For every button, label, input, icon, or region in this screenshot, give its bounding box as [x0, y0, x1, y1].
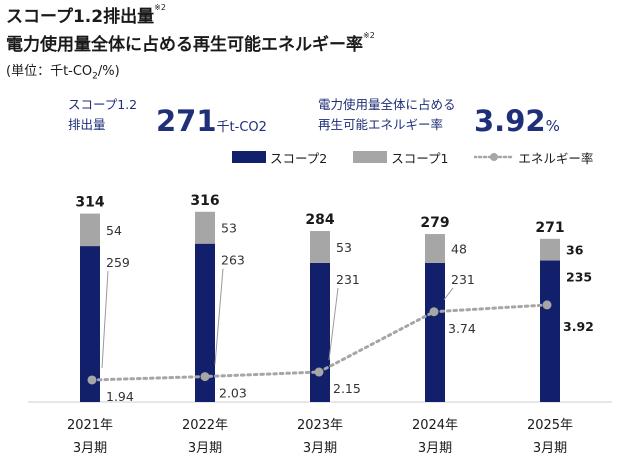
x-tick-label-term-3: 3月期: [418, 441, 452, 456]
x-tick-label-year-2: 2023年: [297, 418, 343, 433]
bar-scope1-2: [310, 231, 330, 263]
x-tick-label-year-0: 2021年: [67, 418, 113, 433]
legend-swatch-renewable: [473, 151, 516, 163]
renewable-label-0: 1.94: [106, 389, 134, 404]
renewable-label-3: 3.74: [448, 321, 476, 336]
renewable-marker-2: [314, 367, 324, 377]
bar-scope1-0: [80, 213, 100, 247]
legend-label-scope1: スコープ1: [391, 150, 449, 166]
bar-scope2-1: [195, 243, 215, 402]
chart-title-emissions: スコープ1.2排出量※2: [6, 3, 166, 27]
bar-scope2-3: [425, 262, 445, 402]
total-label-4: 271: [535, 220, 564, 236]
renewable-marker-4: [542, 300, 552, 310]
bar-scope1-1: [195, 211, 215, 244]
kpi-renewable-label: 電力使用量全体に占める 再生可能エネルギー率: [318, 97, 456, 132]
legend-item-scope1: スコープ1: [353, 148, 448, 167]
renewable-marker-3: [429, 307, 439, 317]
x-tick-label-year-3: 2024年: [412, 418, 458, 433]
legend-swatch-scope1: [353, 151, 388, 163]
bar-scope2-2: [310, 262, 330, 402]
x-tick-label-year-4: 2025年: [527, 418, 573, 433]
scope2-label-0: 259: [106, 255, 130, 270]
scope1-label-4: 36: [566, 243, 584, 258]
scope1-label-1: 53: [221, 221, 237, 236]
scope1-label-0: 54: [106, 223, 122, 238]
kpi-renewable-unit: %: [545, 117, 560, 135]
renewable-marker-1: [200, 372, 210, 382]
legend-swatch-scope2: [232, 151, 266, 163]
scope1-label-2: 53: [336, 240, 352, 255]
legend-item-scope2: スコープ2: [232, 148, 327, 167]
chart-title-renewable: 電力使用量全体に占める再生可能エネルギー率※2: [6, 31, 375, 55]
x-tick-label-term-1: 3月期: [188, 441, 222, 456]
leader-line-2: [328, 287, 339, 361]
chart-legend: スコープ2 スコープ1 エネルギー率: [232, 148, 619, 166]
bar-scope2-0: [80, 246, 100, 402]
bar-scope1-3: [425, 234, 445, 263]
leader-line-0: [101, 271, 109, 369]
scope2-label-2: 231: [336, 272, 360, 287]
kpi-emission-value: 271千t-CO2: [156, 104, 267, 138]
x-tick-label-term-4: 3月期: [533, 441, 567, 456]
legend-item-renewable: エネルギー率: [473, 148, 594, 167]
kpi-renewable-value: 3.92%: [474, 104, 560, 138]
leader-line-3: [443, 287, 454, 301]
scope2-label-3: 231: [451, 272, 475, 287]
kpi-emission-unit: 千t-CO2: [216, 120, 267, 135]
leader-line-1: [214, 268, 224, 365]
renewable-label-1: 2.03: [219, 386, 247, 401]
x-tick-label-term-2: 3月期: [303, 441, 337, 456]
scope1-label-3: 48: [451, 241, 467, 256]
x-tick-label-term-0: 3月期: [73, 441, 107, 456]
bar-scope1-4: [540, 238, 560, 261]
x-tick-label-year-1: 2022年: [182, 418, 228, 433]
legend-label-renewable: エネルギー率: [518, 150, 594, 166]
total-label-3: 279: [420, 215, 449, 231]
total-label-2: 284: [305, 212, 334, 228]
scope2-label-1: 263: [221, 253, 245, 268]
renewable-label-2: 2.15: [333, 381, 361, 396]
scope2-label-4: 235: [566, 270, 592, 285]
renewable-marker-0: [87, 375, 97, 385]
unit-label: (単位：千t-CO2/%): [6, 64, 120, 82]
bar-scope2-4: [540, 260, 560, 402]
legend-label-scope2: スコープ2: [270, 150, 328, 166]
total-label-1: 316: [190, 193, 219, 209]
kpi-emission-label: スコープ1.2 排出量: [68, 97, 138, 132]
total-label-0: 314: [75, 195, 104, 211]
renewable-label-4: 3.92: [563, 319, 594, 334]
